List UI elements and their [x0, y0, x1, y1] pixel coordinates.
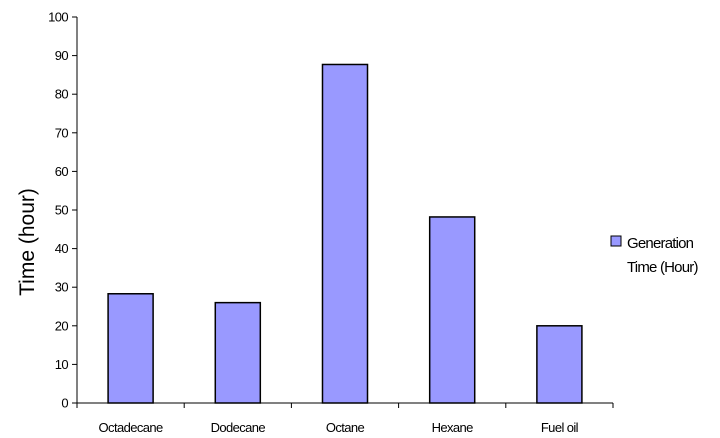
y-tick-label: 40 [55, 241, 69, 256]
y-axis-label: Time (hour) [16, 188, 39, 296]
x-tick-label: Dodecane [211, 420, 266, 435]
y-tick-label: 80 [55, 87, 69, 102]
bar-dodecane [214, 301, 262, 404]
bar-octadecane [107, 293, 154, 404]
y-tick-label: 60 [55, 164, 69, 179]
y-tick-label: 20 [55, 318, 69, 333]
bar-fuel-oil [536, 325, 583, 404]
bar-hexane [428, 216, 476, 404]
legend-label-line1: Generation [627, 235, 694, 252]
x-tick-label: Hexane [432, 420, 474, 435]
legend-label-line2: Time (Hour) [627, 259, 698, 276]
x-tick-label: Octane [326, 420, 365, 435]
plot-area: 0 10 20 30 40 50 60 70 80 90 100 Octadecane Dodecane… [48, 10, 614, 435]
y-tick-label: 50 [55, 203, 69, 218]
x-tick-label: Fuel oil [541, 420, 579, 435]
y-tick-label: 100 [48, 10, 68, 25]
legend: Generation Time (Hour) [610, 235, 699, 276]
bar-octane [321, 63, 369, 404]
legend-swatch [610, 235, 622, 247]
y-tick-label: 10 [55, 357, 69, 372]
y-tick-label: 0 [61, 396, 68, 411]
y-tick-label: 30 [55, 280, 69, 295]
y-tick-label: 70 [55, 125, 69, 140]
x-tick-label: Octadecane [99, 420, 163, 435]
y-tick-label: 90 [55, 48, 69, 63]
